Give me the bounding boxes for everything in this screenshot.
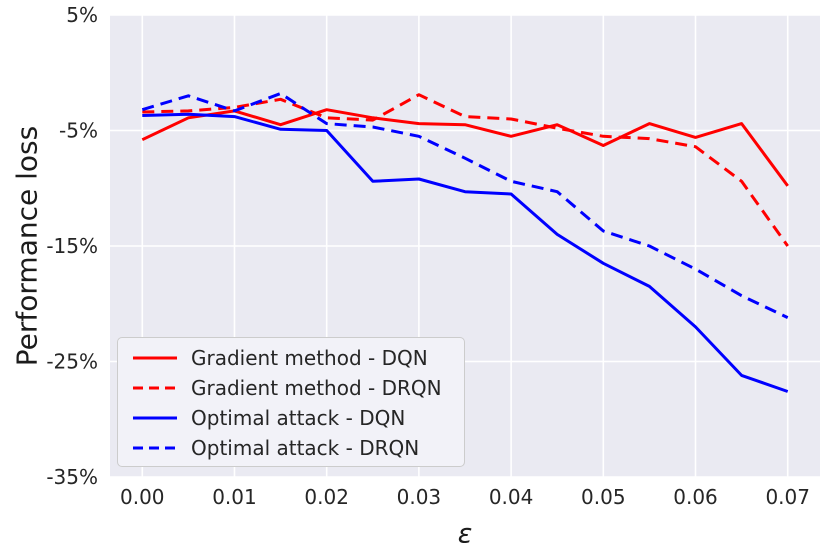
- legend-line-sample: [133, 356, 177, 360]
- x-tick-label: 0.02: [304, 485, 349, 509]
- legend-item: Gradient method - DQN: [118, 343, 464, 373]
- y-axis-label: Performance loss: [10, 125, 44, 367]
- x-tick-label: 0.03: [397, 485, 442, 509]
- x-tick-label: 0.04: [489, 485, 534, 509]
- x-axis-label: ε: [457, 518, 473, 550]
- legend: Gradient method - DQN Gradient method - D…: [117, 337, 465, 467]
- legend-item: Optimal attack - DRQN: [118, 433, 464, 463]
- series-line-gradient-method-drqn: [142, 93, 789, 247]
- legend-line-sample: [133, 446, 177, 450]
- x-tick-label: 0.01: [212, 485, 257, 509]
- series-line-gradient-method-dqn: [141, 108, 789, 187]
- y-tick-label: -15%: [46, 234, 98, 258]
- y-tick-label: -5%: [59, 119, 98, 143]
- legend-line-sample: [133, 416, 177, 420]
- legend-item: Optimal attack - DQN: [118, 403, 464, 433]
- legend-item: Gradient method - DRQN: [118, 373, 464, 403]
- legend-line-sample: [133, 386, 177, 390]
- y-tick-label: 5%: [66, 3, 98, 27]
- x-tick-label: 0.06: [673, 485, 718, 509]
- series-line-optimal-attack-drqn: [141, 92, 789, 319]
- x-tick-label: 0.05: [581, 485, 626, 509]
- legend-label: Optimal attack - DQN: [191, 406, 406, 430]
- legend-label: Optimal attack - DRQN: [191, 436, 420, 460]
- series-line-optimal-attack-dqn: [142, 112, 789, 393]
- legend-label: Gradient method - DRQN: [191, 376, 442, 400]
- legend-label: Gradient method - DQN: [191, 346, 428, 370]
- x-tick-label: 0.07: [765, 485, 810, 509]
- x-tick-label: 0.00: [120, 485, 165, 509]
- y-tick-label: -25%: [46, 350, 98, 374]
- y-tick-label: -35%: [46, 465, 98, 489]
